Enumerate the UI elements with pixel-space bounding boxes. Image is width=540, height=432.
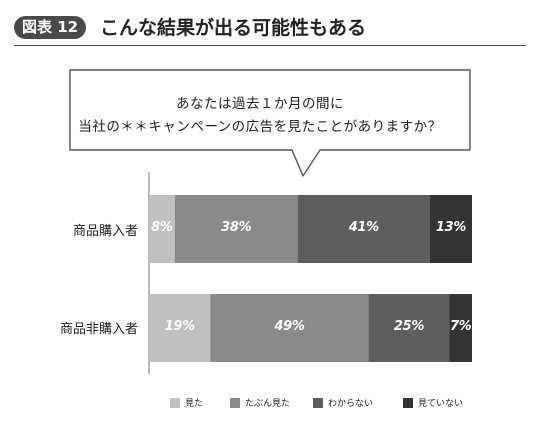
legend-swatch-did-not-see	[403, 398, 413, 408]
value-label-buyers-dont-know: 41%	[348, 220, 380, 235]
bar-buyers-did-not-see	[430, 195, 472, 263]
speech-bubble-outline	[69, 69, 471, 177]
value-label-non-buyers-did-not-see: 7%	[449, 319, 472, 334]
legend-label-did-not-see: 見ていない	[418, 399, 464, 409]
legend-label-dont-know: わからない	[328, 399, 374, 409]
value-label-buyers-did-not-see: 13%	[435, 220, 467, 235]
legend-label-saw: 見た	[185, 399, 204, 409]
bar-non-buyers-did-not-see	[449, 294, 472, 362]
survey-question-line-1: あなたは過去１か月の間に	[176, 96, 344, 112]
figure-title: こんな結果が出る可能性もある	[100, 17, 367, 39]
value-label-buyers-probably-saw: 38%	[221, 220, 252, 235]
value-label-non-buyers-probably-saw: 49%	[274, 319, 305, 334]
value-label-non-buyers-dont-know: 25%	[393, 319, 425, 334]
bar-non-buyers-probably-saw	[210, 294, 369, 362]
header-divider	[14, 45, 526, 46]
bar-non-buyers-dont-know	[368, 294, 450, 362]
figure-number-badge: 図表 12	[14, 16, 87, 39]
legend-swatch-dont-know	[313, 398, 323, 408]
bars-group	[149, 195, 472, 362]
value-label-non-buyers-saw: 19%	[164, 319, 196, 334]
legend-label-probably-saw: たぶん見た	[245, 399, 291, 409]
bar-buyers-saw	[149, 195, 175, 263]
bar-non-buyers-saw	[149, 294, 211, 362]
legend-swatch-probably-saw	[230, 398, 240, 408]
row-label-non-buyers: 商品非購入者	[59, 322, 138, 337]
bar-buyers-dont-know	[297, 195, 430, 263]
row-label-buyers: 商品購入者	[72, 224, 138, 239]
bar-buyers-probably-saw	[174, 195, 298, 263]
legend-swatch-saw	[170, 398, 180, 408]
figure-header: 図表 12 こんな結果が出る可能性もある	[14, 12, 526, 46]
value-label-buyers-saw: 8%	[151, 220, 173, 235]
survey-question-line-2: 当社の＊＊キャンペーンの広告を見たことがありますか？	[78, 119, 442, 135]
